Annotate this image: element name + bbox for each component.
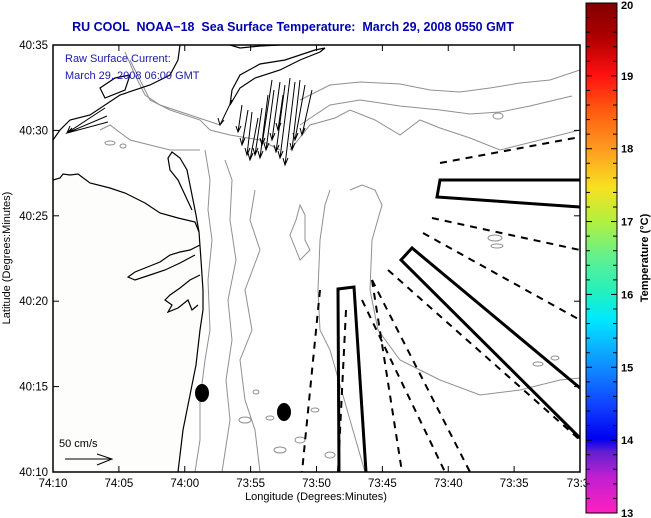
radial-dashed-lines: [301, 136, 580, 472]
current-timestamp: March 29, 2008 06:00 GMT: [65, 70, 200, 82]
colorbar-tick-label: 14: [621, 435, 634, 447]
y-tick-label: 40:15: [19, 382, 48, 394]
colorbar-tick-label: 13: [621, 508, 633, 518]
current-vectors: [65, 77, 313, 167]
x-tick-label: 74:05: [104, 478, 133, 490]
x-axis: 74:10 74:05 74:00 73:55 73:50 73:45 73:40 73:35…: [39, 45, 589, 490]
colorbar-tick-label: 15: [621, 362, 633, 374]
scale-arrow: [65, 453, 114, 466]
x-tick-label: 73:40: [434, 478, 463, 490]
coastline: [53, 45, 326, 472]
x-tick-label: 74:00: [170, 478, 199, 490]
station-marker: [195, 384, 209, 402]
x-tick-label: 73:3: [567, 478, 589, 490]
x-tick-label: 74:10: [39, 478, 68, 490]
x-tick-label: 73:35: [500, 478, 529, 490]
y-tick-label: 40:10: [19, 467, 48, 479]
bathymetry-contours: [99, 51, 580, 472]
sector-outlines: [336, 178, 580, 472]
y-axis-title: Latitude (Degrees:Minutes): [1, 192, 13, 325]
colorbar: [585, 2, 618, 514]
y-tick-label: 40:20: [19, 296, 48, 308]
colorbar-tick-label: 20: [621, 0, 633, 12]
scale-label: 50 cm/s: [59, 438, 98, 450]
colorbar-ticks: 20 19 18 17 16 15 14 13: [586, 0, 634, 518]
land-area: [53, 174, 203, 472]
colorbar-tick-label: 19: [621, 71, 633, 83]
colorbar-tick-label: 18: [621, 144, 633, 156]
y-tick-label: 40:30: [19, 125, 48, 137]
colorbar-tick-label: 16: [621, 289, 633, 301]
x-tick-label: 73:45: [368, 478, 397, 490]
y-axis: 40:35 40:30 40:25 40:20 40:15 40:10: [19, 40, 580, 479]
x-axis-title: Longitude (Degrees:Minutes): [245, 491, 387, 503]
y-tick-label: 40:35: [19, 40, 48, 52]
colorbar-tick-label: 17: [621, 217, 633, 229]
x-tick-label: 73:55: [236, 478, 265, 490]
station-marker: [277, 403, 291, 421]
current-label: Raw Surface Current:: [65, 53, 171, 65]
colorbar-title: Temperature (°C): [639, 213, 651, 302]
y-tick-label: 40:25: [19, 211, 48, 223]
x-tick-label: 73:50: [302, 478, 331, 490]
map-title: RU COOL NOAA−18 Sea Surface Temperature:…: [72, 20, 514, 34]
